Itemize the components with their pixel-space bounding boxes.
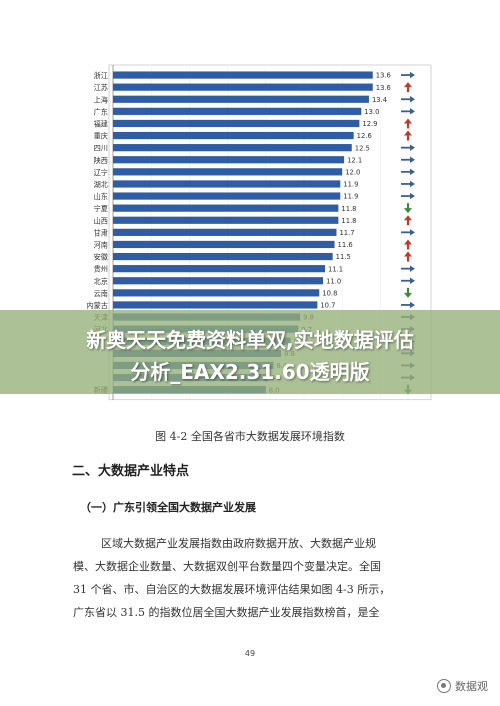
category-label: 内蒙古 [86,301,108,310]
data-label: 10.7 [320,302,335,310]
data-label: 13.6 [376,72,391,80]
trend-right-icon [410,192,415,200]
category-label: 福建 [94,119,108,128]
data-label: 11.8 [341,217,356,225]
category-label: 河南 [94,240,108,249]
watermark-logo-icon [437,679,451,693]
category-label: 辽宁 [94,168,108,177]
trend-right-icon [410,144,415,151]
trend-down-icon [404,292,412,298]
data-label: 12.0 [345,168,360,176]
data-label: 11.8 [341,205,356,213]
category-label: 甘肃 [94,228,108,237]
bar [113,71,373,79]
category-label: 重庆 [94,132,108,141]
bar [113,144,352,152]
data-label: 13.6 [376,84,391,92]
data-label: 12.1 [347,156,362,164]
category-label: 四川 [94,144,108,153]
bar [113,216,339,224]
bar [113,252,333,261]
category-label: 江苏 [94,83,108,92]
overlay-line-2: 分析_EAX2.31.60透明版 [130,360,370,384]
data-label: 12.9 [362,120,377,128]
paragraph-line: 区域大数据产业发展指数由政府数据开放、大数据产业规 [101,537,376,550]
category-label: 云南 [94,289,108,298]
category-label: 湖北 [94,180,108,189]
bar [113,156,345,164]
category-label: 陕西 [94,156,108,165]
overlay-banner: 新奥天天免费资料单双,实地数据评估 分析_EAX2.31.60透明版 [0,310,500,394]
bar [113,180,341,188]
bar [113,192,341,200]
figure-caption: 图 4-2 全国各省市大数据发展环境指数 [155,430,345,443]
category-label: 北京 [94,277,108,286]
bar [113,289,320,297]
trend-up-icon [404,118,412,124]
trend-right-icon [410,108,415,115]
bar [113,83,373,91]
trend-right-icon [410,96,415,103]
trend-up-icon [404,215,412,221]
trend-right-icon [410,229,415,236]
subsection-title: （一）广东引领全国大数据产业发展 [80,501,256,514]
data-label: 13.0 [364,108,379,116]
data-label: 11.5 [336,253,351,261]
data-label: 12.6 [357,132,372,140]
page-number: 49 [244,649,256,658]
trend-right-icon [410,277,415,284]
data-label: 11.0 [326,277,341,285]
trend-right-icon [410,156,415,163]
trend-down-icon [404,208,412,214]
trend-up-icon [404,130,412,136]
bar [113,107,362,115]
watermark: 数据观 [437,678,488,694]
trend-up-icon [404,239,412,245]
bar [113,131,354,140]
bar [113,277,324,285]
bar [113,301,318,309]
trend-right-icon [410,180,415,188]
bar [113,95,369,103]
bar [113,168,343,176]
bar [113,240,335,249]
body-paragraph: 区域大数据产业发展指数由政府数据开放、大数据产业规 模、大数据企业数量、大数据双… [73,532,433,624]
category-label: 山东 [94,192,108,201]
overlay-line-1: 新奥天天免费资料单双,实地数据评估 [86,328,414,352]
paragraph-line: 31 个省、市、自治区的大数据发展环境评估结果如图 4-3 所示， [73,583,391,596]
bar [113,265,326,273]
plot-frame [108,64,432,401]
category-label: 贵州 [94,265,108,274]
trend-right-icon [410,265,415,272]
trend-right-icon [410,301,415,309]
data-label: 11.9 [343,181,358,189]
category-label: 上海 [94,95,108,104]
trend-up-icon [404,82,412,88]
category-label: 山西 [94,216,108,225]
paragraph-line: 模、大数据企业数量、大数据双创平台数量四个变量决定。全国 [73,560,381,573]
category-label: 安徽 [94,253,109,262]
data-label: 10.8 [322,289,337,297]
data-label: 11.9 [343,193,358,201]
data-label: 11.6 [338,241,353,249]
bar [113,119,360,128]
trend-up-icon [404,251,412,257]
category-label: 广东 [94,107,108,116]
trend-right-icon [410,168,415,176]
watermark-text: 数据观 [455,680,488,693]
bar [113,228,337,236]
data-label: 12.5 [355,144,370,152]
paragraph-line: 广东省以 31.5 的指数位居全国大数据产业发展指数榜首，是全 [73,606,380,619]
bar [113,204,339,212]
data-label: 11.1 [328,265,343,273]
trend-right-icon [410,71,415,79]
data-label: 11.7 [339,229,354,237]
section-title: 二、大数据产业特点 [72,464,190,479]
category-label: 宁夏 [94,204,108,213]
data-label: 13.4 [372,96,387,104]
category-label: 浙江 [94,71,108,80]
